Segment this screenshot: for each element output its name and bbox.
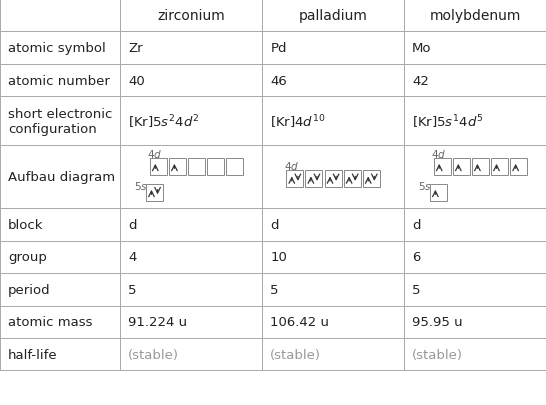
Text: palladium: palladium bbox=[299, 9, 367, 23]
FancyBboxPatch shape bbox=[146, 184, 163, 201]
Text: Zr: Zr bbox=[128, 42, 143, 55]
FancyBboxPatch shape bbox=[363, 171, 380, 188]
Text: 6: 6 bbox=[412, 251, 420, 264]
Text: $[\mathrm{Kr}]4d^{10}$: $[\mathrm{Kr}]4d^{10}$ bbox=[270, 113, 326, 130]
Text: $4d$: $4d$ bbox=[147, 147, 162, 159]
Text: (stable): (stable) bbox=[128, 348, 179, 361]
Text: block: block bbox=[8, 218, 44, 231]
Text: 40: 40 bbox=[128, 75, 145, 87]
Text: 4: 4 bbox=[128, 251, 136, 264]
FancyBboxPatch shape bbox=[344, 171, 360, 188]
Text: 5: 5 bbox=[412, 283, 421, 296]
FancyBboxPatch shape bbox=[207, 158, 224, 175]
Text: $[\mathrm{Kr}]5s^{1}4d^{5}$: $[\mathrm{Kr}]5s^{1}4d^{5}$ bbox=[412, 113, 484, 130]
Text: 42: 42 bbox=[412, 75, 429, 87]
Text: d: d bbox=[128, 218, 137, 231]
Text: Aufbau diagram: Aufbau diagram bbox=[8, 171, 115, 184]
Text: 91.224 u: 91.224 u bbox=[128, 315, 187, 328]
Text: period: period bbox=[8, 283, 51, 296]
FancyBboxPatch shape bbox=[306, 171, 322, 188]
FancyBboxPatch shape bbox=[472, 158, 489, 175]
FancyBboxPatch shape bbox=[150, 158, 167, 175]
FancyBboxPatch shape bbox=[510, 158, 527, 175]
Text: short electronic
configuration: short electronic configuration bbox=[8, 108, 112, 135]
Text: (stable): (stable) bbox=[412, 348, 463, 361]
FancyBboxPatch shape bbox=[430, 184, 447, 201]
Text: d: d bbox=[270, 218, 279, 231]
Text: $5s$: $5s$ bbox=[134, 179, 147, 191]
FancyBboxPatch shape bbox=[286, 171, 304, 188]
FancyBboxPatch shape bbox=[324, 171, 342, 188]
Text: Mo: Mo bbox=[412, 42, 432, 55]
Text: 10: 10 bbox=[270, 251, 287, 264]
Text: zirconium: zirconium bbox=[157, 9, 225, 23]
Text: half-life: half-life bbox=[8, 348, 58, 361]
Text: group: group bbox=[8, 251, 47, 264]
Text: atomic number: atomic number bbox=[8, 75, 110, 87]
FancyBboxPatch shape bbox=[169, 158, 186, 175]
Text: Pd: Pd bbox=[270, 42, 287, 55]
FancyBboxPatch shape bbox=[188, 158, 205, 175]
Text: molybdenum: molybdenum bbox=[429, 9, 521, 23]
FancyBboxPatch shape bbox=[453, 158, 470, 175]
Text: $4d$: $4d$ bbox=[431, 147, 446, 159]
Text: (stable): (stable) bbox=[270, 348, 321, 361]
Text: $5s$: $5s$ bbox=[418, 179, 431, 191]
Text: 95.95 u: 95.95 u bbox=[412, 315, 463, 328]
FancyBboxPatch shape bbox=[491, 158, 508, 175]
Text: $4d$: $4d$ bbox=[284, 160, 299, 172]
Text: 106.42 u: 106.42 u bbox=[270, 315, 329, 328]
Text: atomic mass: atomic mass bbox=[8, 315, 93, 328]
Text: 46: 46 bbox=[270, 75, 287, 87]
Text: atomic symbol: atomic symbol bbox=[8, 42, 106, 55]
Text: $[\mathrm{Kr}]5s^{2}4d^{2}$: $[\mathrm{Kr}]5s^{2}4d^{2}$ bbox=[128, 113, 200, 130]
FancyBboxPatch shape bbox=[434, 158, 451, 175]
Text: d: d bbox=[412, 218, 421, 231]
FancyBboxPatch shape bbox=[226, 158, 244, 175]
Text: 5: 5 bbox=[270, 283, 279, 296]
Text: 5: 5 bbox=[128, 283, 137, 296]
